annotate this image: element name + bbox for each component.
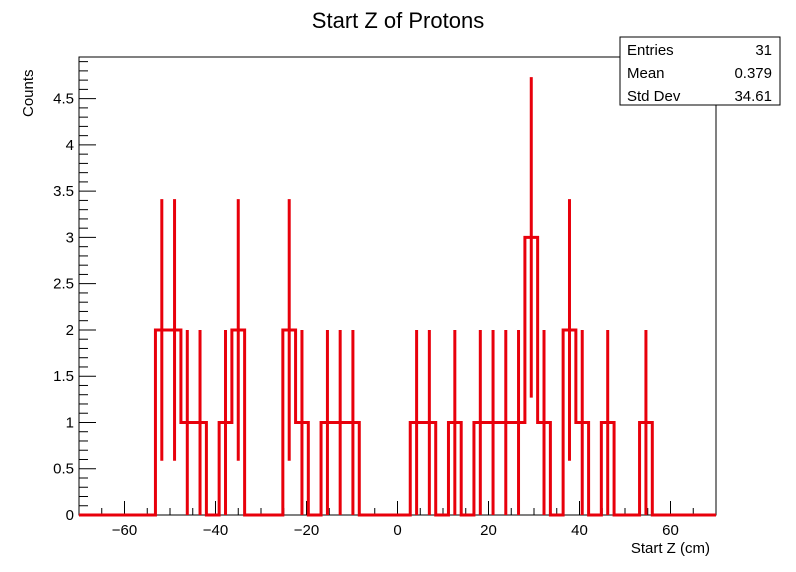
- y-tick-label: 0: [66, 507, 74, 524]
- y-tick-labels: 0 0.5 1 1.5 2 2.5 3 3.5 4 4.5: [53, 91, 74, 524]
- error-bars: [160, 77, 648, 515]
- y-axis-label: Counts: [20, 69, 37, 117]
- y-tick-label: 0.5: [53, 461, 74, 478]
- stats-mean-value: 0.379: [734, 65, 772, 82]
- histogram-outline: [79, 235, 716, 517]
- x-tick-label: −40: [203, 522, 228, 539]
- y-tick-label: 1.5: [53, 368, 74, 385]
- x-tick-label: 20: [480, 522, 497, 539]
- stats-entries-value: 31: [755, 42, 772, 59]
- x-tick-label: −60: [112, 522, 137, 539]
- x-tick-label: 40: [571, 522, 588, 539]
- stats-box-frame: [619, 36, 781, 106]
- x-tick-label: 60: [662, 522, 679, 539]
- stats-entries-label: Entries: [627, 42, 674, 59]
- chart-title: Start Z of Protons: [312, 8, 484, 33]
- stats-stddev-label: Std Dev: [627, 88, 681, 105]
- stats-box: Entries 31 Mean 0.379 Std Dev 34.61: [619, 36, 781, 106]
- x-tick-label: 0: [393, 522, 401, 539]
- y-tick-label: 1: [66, 414, 74, 431]
- y-tick-label: 4: [66, 137, 74, 154]
- stats-stddev-value: 34.61: [734, 88, 772, 105]
- y-tick-label: 2.5: [53, 276, 74, 293]
- y-tick-label: 2: [66, 322, 74, 339]
- y-tick-label: 4.5: [53, 91, 74, 108]
- x-tick-labels: −60 −40 −20 0 20 40 60: [112, 522, 679, 539]
- y-tick-label: 3: [66, 229, 74, 246]
- y-tick-label: 3.5: [53, 183, 74, 200]
- stats-mean-label: Mean: [627, 65, 665, 82]
- histogram-bars: [79, 235, 716, 517]
- x-axis-label: Start Z (cm): [631, 540, 710, 557]
- x-tick-label: −20: [294, 522, 319, 539]
